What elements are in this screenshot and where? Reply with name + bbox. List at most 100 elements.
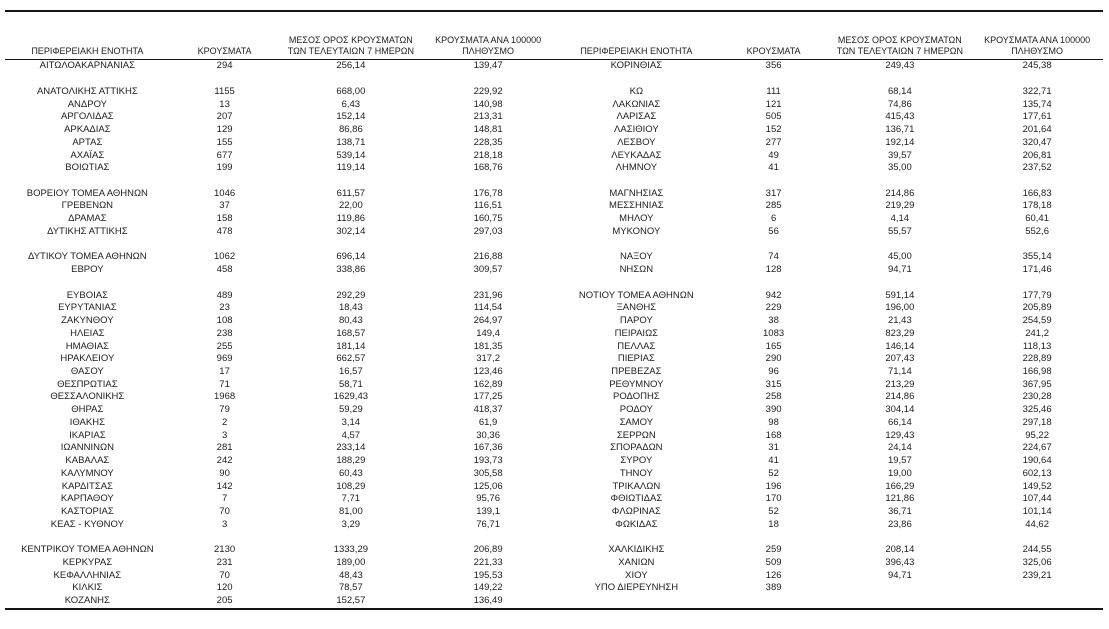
region-cell: ΠΡΕΒΕΖΑΣ [611, 365, 662, 377]
cases-cell: 1155 [214, 85, 235, 97]
avg7-cell: 214,86 [885, 187, 915, 199]
avg7-cell: 3,14 [341, 416, 361, 428]
region-cell: ΙΚΑΡΙΑΣ [69, 429, 106, 441]
avg7-cell: 7,71 [341, 493, 361, 505]
table-row: ΚΑΛΥΜΝΟΥ 90 60,43 305,58 [5, 468, 554, 481]
avg7-cell: 415,43 [885, 111, 915, 123]
per100k-cell: 602,13 [1022, 467, 1052, 479]
per100k-cell: 367,95 [1022, 378, 1052, 390]
table-row: ΙΚΑΡΙΑΣ 3 4,57 30,36 [5, 429, 554, 442]
table-body-left: ΑΙΤΩΛΟΑΚΑΡΝΑΝΙΑΣ 294 256,14 139,47 ΑΝΑΤΟΛΙΚΗ… [5, 60, 554, 608]
spacer-row [554, 276, 1103, 289]
per100k-cell: 228,35 [473, 136, 503, 148]
per100k-cell: 114,54 [473, 302, 503, 314]
avg7-cell: 23,86 [887, 518, 912, 530]
cases-cell: 478 [216, 225, 233, 237]
table-row: ΘΗΡΑΣ 79 59,29 418,37 [5, 404, 554, 417]
per100k-cell: 136,49 [473, 595, 503, 607]
avg7-cell: 119,86 [336, 213, 366, 225]
per100k-cell: 322,71 [1022, 85, 1052, 97]
per100k-cell: 218,18 [473, 149, 503, 161]
per100k-cell: 76,71 [476, 518, 500, 530]
per100k-cell: 228,89 [1022, 353, 1052, 365]
table-row: ΦΘΙΩΤΙΔΑΣ 170 121,86 107,44 [554, 493, 1103, 506]
region-cell: ΗΜΑΘΙΑΣ [65, 340, 109, 352]
avg7-cell: 55,57 [887, 225, 912, 237]
table-row: ΗΡΑΚΛΕΙΟΥ 969 662,57 317,2 [5, 353, 554, 366]
table-row: ΛΑΚΩΝΙΑΣ 121 74,86 135,74 [554, 98, 1103, 111]
spacer-row [554, 238, 1103, 251]
table-row: ΙΘΑΚΗΣ 2 3,14 61,9 [5, 417, 554, 430]
table-row: ΑΧΑΪΑΣ 677 539,14 218,18 [5, 149, 554, 162]
per100k-cell: 309,57 [473, 264, 503, 276]
region-cell: ΑΡΓΟΛΙΔΑΣ [61, 111, 114, 123]
region-cell: ΧΙΟΥ [625, 569, 648, 581]
region-cell: ΚΟΖΑΝΗΣ [64, 595, 110, 607]
avg7-cell: 19,00 [887, 467, 912, 479]
cases-cell: 128 [765, 264, 782, 276]
table-row: ΙΩΑΝΝΙΝΩΝ 281 233,14 167,36 [5, 442, 554, 455]
cases-cell: 170 [765, 493, 782, 505]
region-cell: ΙΘΑΚΗΣ [69, 416, 105, 428]
cases-cell: 142 [216, 480, 233, 492]
per100k-cell: 245,38 [1022, 60, 1052, 72]
region-cell: ΝΟΤΙΟΥ ΤΟΜΕΑ ΑΘΗΝΩΝ [578, 289, 694, 301]
region-cell: ΤΗΝΟΥ [619, 467, 653, 479]
cases-cell: 294 [216, 60, 233, 72]
avg7-cell: 1333,29 [333, 544, 369, 556]
region-cell: ΑΡΤΑΣ [72, 136, 103, 148]
region-cell: ΣΠΟΡΑΔΩΝ [610, 442, 663, 454]
cases-cell: 259 [765, 544, 782, 556]
per100k-cell: 177,79 [1022, 289, 1052, 301]
column-header-region: ΠΕΡΙΦΕΡΕΙΑΚΗ ΕΝΟΤΗΤΑ [31, 46, 144, 56]
avg7-cell: 48,43 [338, 569, 363, 581]
table-row: ΧΑΝΙΩΝ 509 396,43 325,06 [554, 557, 1103, 570]
cases-cell: 2130 [214, 544, 236, 556]
avg7-cell: 94,71 [887, 264, 912, 276]
per100k-cell: 216,88 [473, 251, 503, 263]
region-cell: ΘΗΡΑΣ [71, 404, 104, 416]
per100k-cell: 107,44 [1022, 493, 1052, 505]
per100k-cell: 149,22 [473, 582, 503, 594]
region-cell: ΣΥΡΟΥ [620, 455, 653, 467]
cases-cell: 49 [768, 149, 779, 161]
avg7-cell: 66,14 [887, 416, 912, 428]
avg7-cell: 78,57 [338, 582, 363, 594]
cases-cell: 2 [221, 416, 228, 428]
table-header-left: ΠΕΡΙΦΕΡΕΙΑΚΗ ΕΝΟΤΗΤΑ ΚΡΟΥΣΜΑΤΑ ΜΕΣΟΣ ΟΡΟ… [5, 12, 554, 59]
region-cell: ΦΛΩΡΙΝΑΣ [611, 506, 661, 518]
cases-cell: 108 [216, 315, 233, 327]
per100k-cell: 206,81 [1022, 149, 1052, 161]
avg7-cell: 16,57 [338, 365, 363, 377]
table-row: ΚΟΖΑΝΗΣ 205 152,57 136,49 [5, 595, 554, 608]
region-cell: ΘΑΣΟΥ [70, 365, 104, 377]
avg7-cell: 3,29 [341, 518, 361, 530]
column-header-per100k: ΚΡΟΥΣΜΑΤΑ ΑΝΑ 100000 ΠΛΗΘΥΣΜΟ [435, 35, 542, 56]
cases-cell: 258 [765, 391, 782, 403]
avg7-cell: 80,43 [338, 315, 363, 327]
region-cell: ΚΙΛΚΙΣ [72, 582, 103, 594]
region-cell: ΛΕΣΒΟΥ [617, 136, 656, 148]
region-cell: ΝΗΣΩΝ [619, 264, 654, 276]
per100k-cell: 148,81 [473, 124, 503, 136]
cases-cell: 158 [216, 213, 233, 225]
cases-cell: 152 [765, 124, 782, 136]
per100k-cell: 167,36 [473, 442, 503, 454]
cases-cell: 126 [765, 569, 782, 581]
avg7-cell: 196,00 [885, 302, 915, 314]
table-row: ΛΕΥΚΑΔΑΣ 49 39,57 206,81 [554, 149, 1103, 162]
avg7-cell: 219,29 [885, 200, 915, 212]
table-row: ΔΥΤΙΚΟΥ ΤΟΜΕΑ ΑΘΗΝΩΝ 1062 696,14 216,88 [5, 251, 554, 264]
table-row: ΚΕΦΑΛΛΗΝΙΑΣ 70 48,43 195,53 [5, 569, 554, 582]
table-row: ΚΑΒΑΛΑΣ 242 188,29 193,73 [5, 455, 554, 468]
table-row: ΚΑΣΤΟΡΙΑΣ 70 81,00 139,1 [5, 506, 554, 519]
avg7-cell: 1629,43 [333, 391, 369, 403]
region-cell: ΜΥΚΟΝΟΥ [612, 225, 661, 237]
table-row: ΠΡΕΒΕΖΑΣ 96 71,14 166,98 [554, 366, 1103, 379]
avg7-cell: 21,43 [887, 315, 912, 327]
per100k-cell: 177,61 [1022, 111, 1052, 123]
avg7-cell: 18,43 [338, 302, 363, 314]
avg7-cell: 138,71 [336, 136, 366, 148]
avg7-cell: 71,14 [887, 365, 912, 377]
cases-cell: 165 [765, 340, 782, 352]
